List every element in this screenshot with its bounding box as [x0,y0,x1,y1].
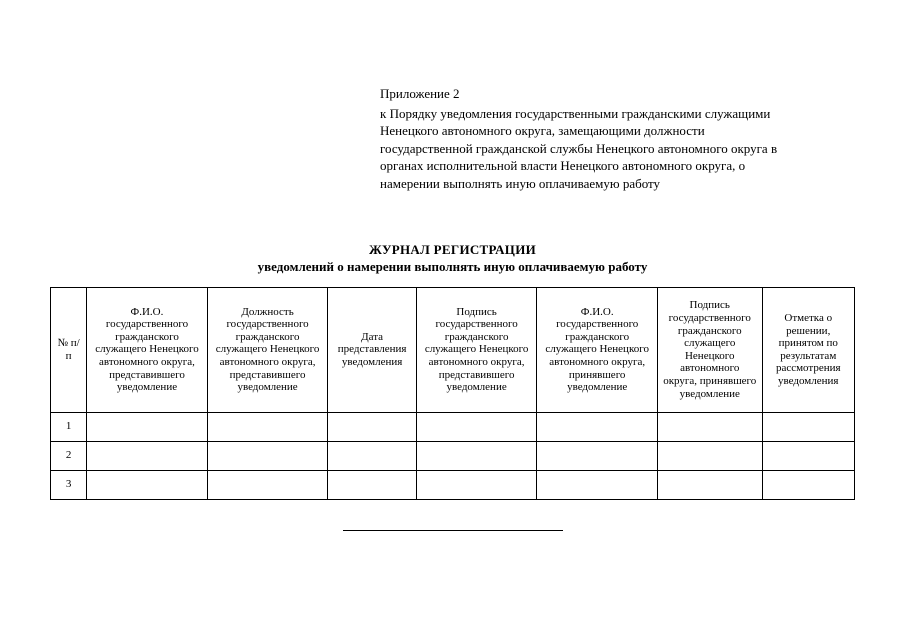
cell [328,470,416,499]
cell [762,441,855,470]
cell [328,412,416,441]
col-header-position: Должность государственного гражданского … [207,287,328,412]
cell [416,441,537,470]
title-block: ЖУРНАЛ РЕГИСТРАЦИИ уведомлений о намерен… [50,242,855,275]
cell [207,412,328,441]
cell [328,441,416,470]
title-sub: уведомлений о намерении выполнять иную о… [50,259,855,275]
cell-number: 2 [51,441,87,470]
col-header-fio-accept: Ф.И.О. государственного гражданского слу… [537,287,658,412]
cell [657,470,762,499]
cell [657,412,762,441]
registration-table: № п/п Ф.И.О. государственного гражданско… [50,287,855,500]
col-header-fio-submit: Ф.И.О. государственного гражданского слу… [87,287,208,412]
attachment-body: к Порядку уведомления государственными г… [380,105,800,193]
cell [537,412,658,441]
title-main: ЖУРНАЛ РЕГИСТРАЦИИ [50,242,855,258]
table-body: 1 2 3 [51,412,855,499]
col-header-decision: Отметка о решении, принятом по результат… [762,287,855,412]
col-header-sign-accept: Подпись государственного гражданского сл… [657,287,762,412]
col-header-number: № п/п [51,287,87,412]
cell [207,470,328,499]
table-row: 2 [51,441,855,470]
cell-number: 3 [51,470,87,499]
cell-number: 1 [51,412,87,441]
cell [87,441,208,470]
col-header-date: Дата представления уведомления [328,287,416,412]
cell [87,412,208,441]
col-header-sign-submit: Подпись государственного гражданского сл… [416,287,537,412]
cell [416,470,537,499]
cell [762,412,855,441]
attachment-block: Приложение 2 к Порядку уведомления госуд… [380,85,855,192]
cell [416,412,537,441]
table-header-row: № п/п Ф.И.О. государственного гражданско… [51,287,855,412]
attachment-label: Приложение 2 [380,85,855,103]
cell [537,441,658,470]
cell [207,441,328,470]
document-page: Приложение 2 к Порядку уведомления госуд… [0,0,905,640]
table-row: 3 [51,470,855,499]
footer-divider [343,530,563,531]
cell [762,470,855,499]
cell [657,441,762,470]
table-head: № п/п Ф.И.О. государственного гражданско… [51,287,855,412]
cell [537,470,658,499]
cell [87,470,208,499]
table-row: 1 [51,412,855,441]
